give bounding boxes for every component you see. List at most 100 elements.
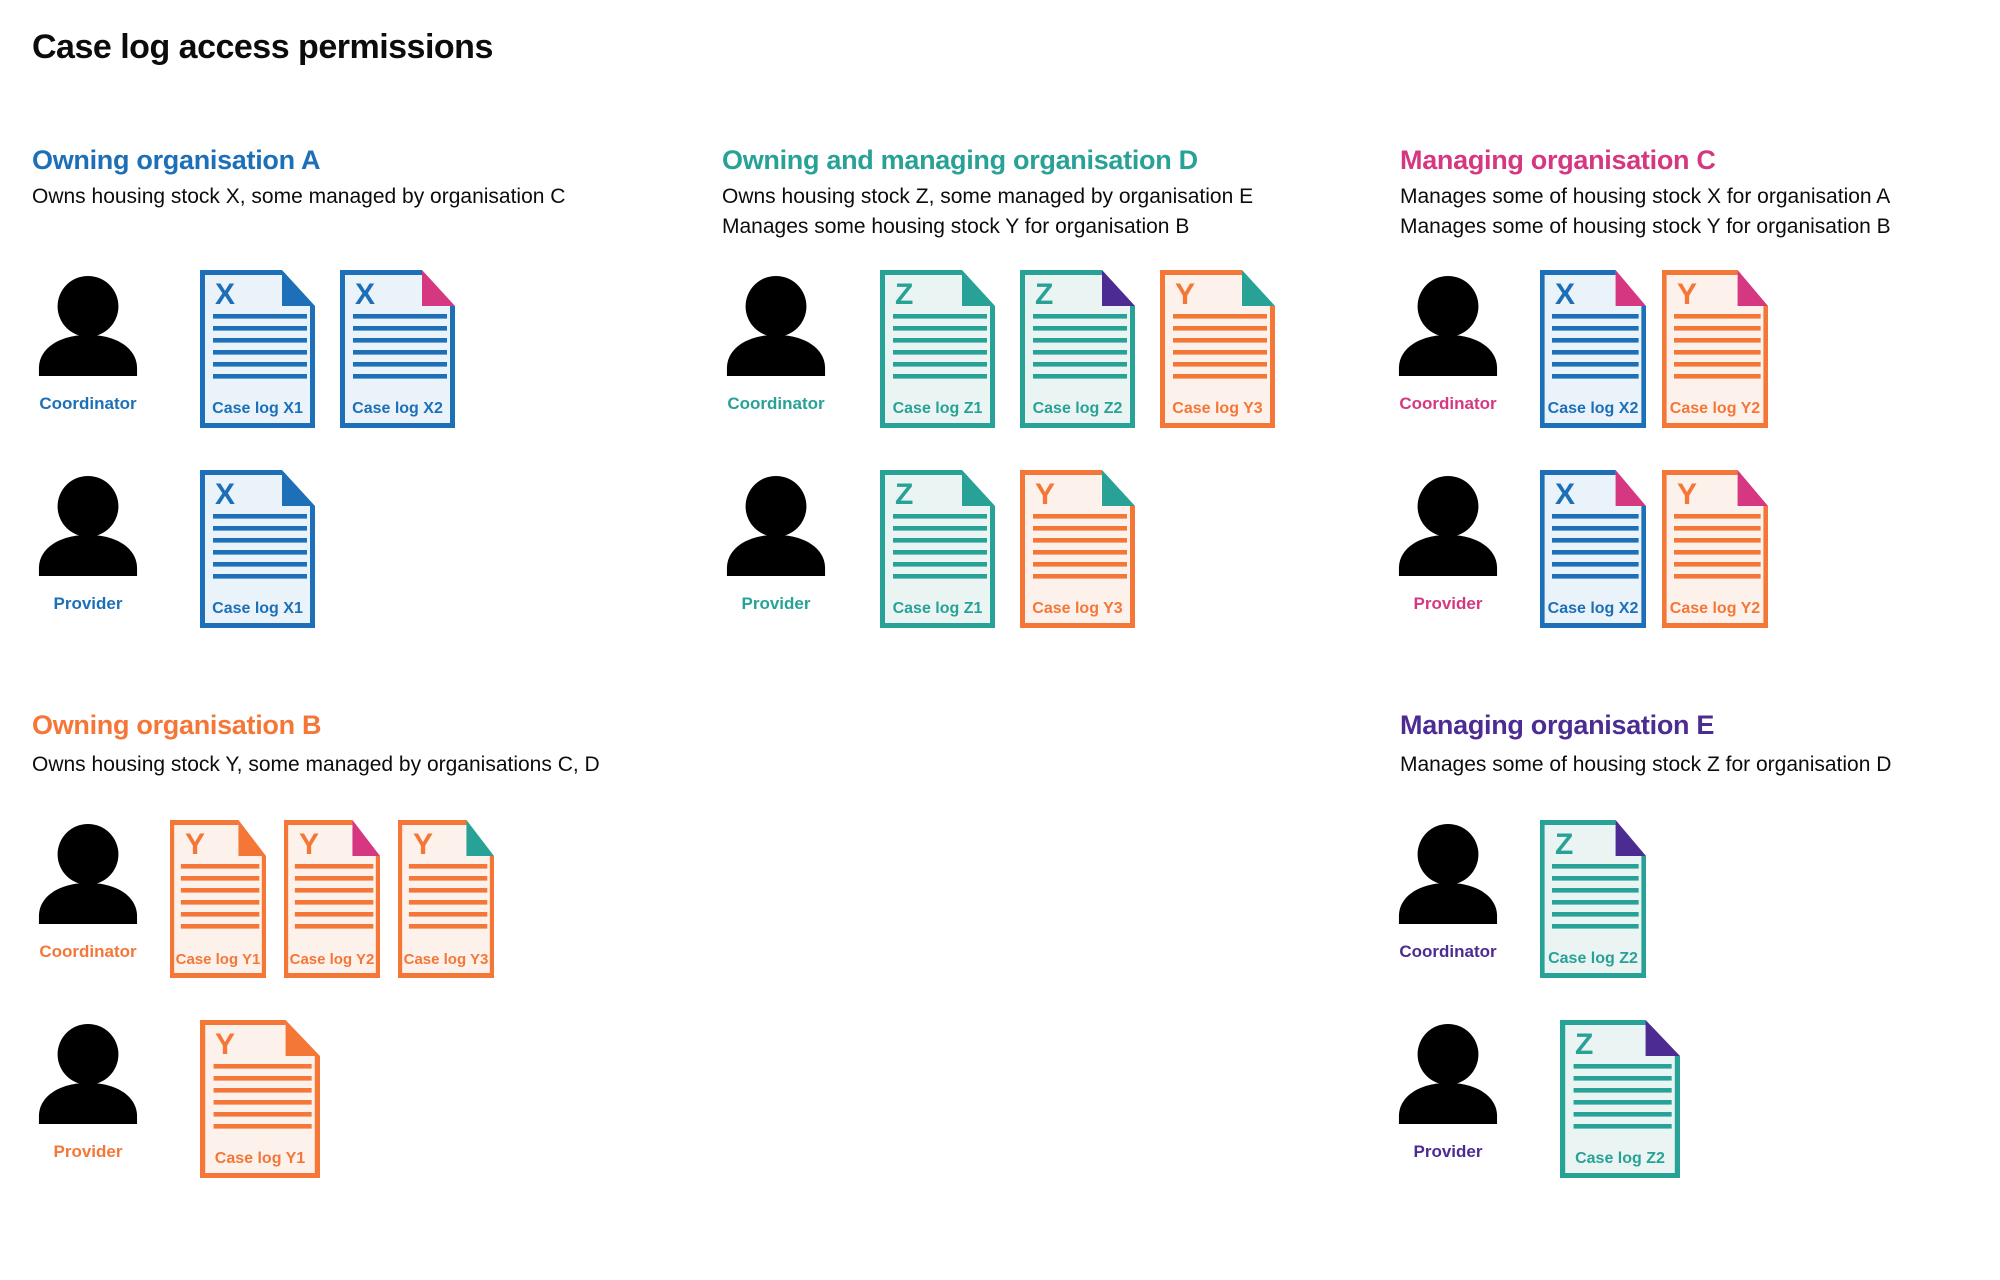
doc-stock-letter: Y <box>215 1028 236 1061</box>
role-label: Coordinator <box>727 394 825 413</box>
doc-stock-letter: X <box>215 278 236 311</box>
section-heading: Managing organisation C <box>1400 145 1716 175</box>
coordinator-docs-row: X Case log X1 X Case log X2 <box>200 270 455 428</box>
coordinator-icon <box>1398 275 1498 377</box>
doc-stock-letter: Z <box>1575 1028 1594 1061</box>
doc-label: Case log X1 <box>212 600 303 617</box>
case-log-doc: Y Case log Y1 <box>170 820 266 978</box>
doc-label: Case log Y2 <box>1669 600 1761 617</box>
role-label: Coordinator <box>1399 394 1497 413</box>
case-log-doc: Z Case log Z2 <box>1020 270 1135 428</box>
doc-stock-letter: Z <box>895 278 914 311</box>
provider-docs-row: Y Case log Y1 <box>200 1020 320 1178</box>
provider-person: Provider <box>30 1023 146 1162</box>
case-log-doc: Z Case log Z1 <box>880 470 995 628</box>
coordinator-icon <box>38 275 138 377</box>
doc-label: Case log X2 <box>1547 400 1639 417</box>
role-label: Coordinator <box>39 942 137 961</box>
provider-person: Provider <box>1390 1023 1506 1162</box>
description-line: Manages some of housing stock Z for orga… <box>1400 753 1892 776</box>
role-label: Coordinator <box>39 394 137 413</box>
doc-stock-letter: Z <box>1555 828 1574 861</box>
doc-label: Case log Y3 <box>403 951 489 968</box>
case-log-doc: Y Case log Y1 <box>200 1020 320 1178</box>
role-label: Coordinator <box>1399 942 1497 961</box>
case-log-doc: Y Case log Y3 <box>398 820 494 978</box>
doc-label: Case log X2 <box>352 400 443 417</box>
provider-person: Provider <box>1390 475 1506 614</box>
case-log-doc: Y Case log Y3 <box>1020 470 1135 628</box>
coordinator-docs-row: Z Case log Z1 Z Case log Z2 Y Case log Y… <box>880 270 1275 428</box>
description-line: Owns housing stock X, some managed by or… <box>32 185 566 208</box>
provider-docs-row: Z Case log Z1 Y Case log Y3 <box>880 470 1135 628</box>
provider-docs-row: Z Case log Z2 <box>1560 1020 1680 1178</box>
description-line: Manages some of housing stock Y for orga… <box>1400 215 1891 238</box>
case-log-doc: Z Case log Z2 <box>1560 1020 1680 1178</box>
section-heading: Owning organisation A <box>32 145 321 175</box>
section-description: Manages some of housing stock Z for orga… <box>1400 750 1891 780</box>
doc-label: Case log Y2 <box>1669 400 1761 417</box>
provider-person: Provider <box>718 475 834 614</box>
case-log-doc: Z Case log Z1 <box>880 270 995 428</box>
doc-stock-letter: Y <box>1035 478 1056 511</box>
doc-label: Case log Y3 <box>1172 400 1263 417</box>
case-log-doc: X Case log X1 <box>200 270 315 428</box>
doc-stock-letter: Y <box>299 828 320 861</box>
description-line: Owns housing stock Y, some managed by or… <box>32 753 600 776</box>
doc-label: Case log Z2 <box>1575 1150 1665 1167</box>
coordinator-docs-row: Z Case log Z2 <box>1540 820 1646 978</box>
doc-label: Case log Y2 <box>289 951 375 968</box>
provider-docs-row: X Case log X1 <box>200 470 315 628</box>
case-log-doc: X Case log X2 <box>1540 270 1646 428</box>
provider-person: Provider <box>30 475 146 614</box>
coordinator-docs-row: Y Case log Y1 Y Case log Y2 Y Case log Y… <box>170 820 494 978</box>
coordinator-icon <box>38 823 138 925</box>
doc-label: Case log Y1 <box>175 951 261 968</box>
role-label: Provider <box>741 594 811 613</box>
role-label: Provider <box>1413 594 1483 613</box>
section-description: Owns housing stock Y, some managed by or… <box>32 750 600 780</box>
section-heading: Owning and managing organisation D <box>722 145 1198 175</box>
case-log-doc: X Case log X1 <box>200 470 315 628</box>
provider-icon <box>726 475 826 577</box>
description-line: Manages some of housing stock X for orga… <box>1400 185 1891 208</box>
coordinator-person: Coordinator <box>1390 275 1506 414</box>
description-line: Owns housing stock Z, some managed by or… <box>722 185 1254 208</box>
case-log-doc: Y Case log Y3 <box>1160 270 1275 428</box>
case-log-doc: Y Case log Y2 <box>284 820 380 978</box>
coordinator-docs-row: X Case log X2 Y Case log Y2 <box>1540 270 1768 428</box>
description-line: Manages some housing stock Y for organis… <box>722 215 1190 238</box>
case-log-doc: Y Case log Y2 <box>1662 270 1768 428</box>
section-heading: Owning organisation B <box>32 710 322 740</box>
doc-label: Case log X1 <box>212 400 303 417</box>
provider-docs-row: X Case log X2 Y Case log Y2 <box>1540 470 1768 628</box>
doc-stock-letter: Z <box>1035 278 1054 311</box>
doc-label: Case log Y1 <box>214 1150 306 1167</box>
doc-stock-letter: X <box>215 478 236 511</box>
case-log-doc: X Case log X2 <box>340 270 455 428</box>
doc-label: Case log Z2 <box>1032 400 1123 417</box>
page-title: Case log access permissions <box>32 28 493 66</box>
case-log-doc: Y Case log Y2 <box>1662 470 1768 628</box>
section-description: Owns housing stock X, some managed by or… <box>32 182 565 212</box>
doc-stock-letter: X <box>1555 478 1576 511</box>
coordinator-person: Coordinator <box>30 275 146 414</box>
role-label: Provider <box>53 1142 123 1161</box>
doc-label: Case log Z2 <box>1548 950 1638 967</box>
provider-icon <box>38 1023 138 1125</box>
case-log-doc: X Case log X2 <box>1540 470 1646 628</box>
doc-stock-letter: X <box>355 278 376 311</box>
doc-stock-letter: Y <box>185 828 206 861</box>
doc-label: Case log Z1 <box>892 600 983 617</box>
doc-label: Case log Z1 <box>892 400 983 417</box>
doc-stock-letter: Y <box>413 828 434 861</box>
provider-icon <box>1398 475 1498 577</box>
doc-stock-letter: Y <box>1677 478 1698 511</box>
provider-icon <box>38 475 138 577</box>
doc-stock-letter: Y <box>1677 278 1698 311</box>
provider-icon <box>1398 1023 1498 1125</box>
coordinator-person: Coordinator <box>718 275 834 414</box>
section-heading: Managing organisation E <box>1400 710 1715 740</box>
role-label: Provider <box>1413 1142 1483 1161</box>
coordinator-person: Coordinator <box>30 823 146 962</box>
